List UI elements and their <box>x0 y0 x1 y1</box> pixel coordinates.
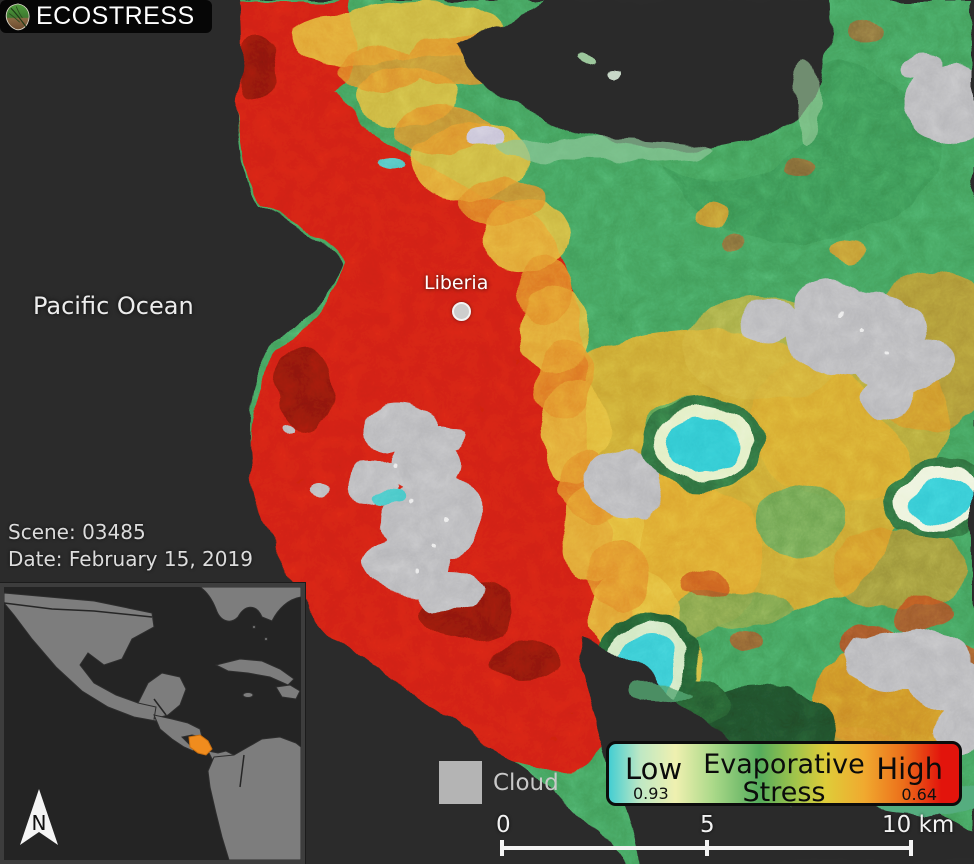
ecostress-leaf-icon <box>5 2 30 30</box>
cloud-legend-swatch <box>439 761 482 804</box>
liberia-city-marker <box>452 302 471 321</box>
ecostress-logo-text: ECOSTRESS <box>36 2 195 30</box>
liberia-city-label: Liberia <box>424 272 489 294</box>
north-arrow: N <box>20 789 58 845</box>
inset-map-drawing: N <box>3 586 302 861</box>
stress-high-value: 0.64 <box>901 785 937 804</box>
scene-id: Scene: 03485 <box>8 520 146 544</box>
scale-bar: 0 5 10 km <box>494 812 969 864</box>
stress-title-line1: Evaporative <box>703 749 865 780</box>
costa-rica-highlight <box>188 734 213 756</box>
scale-tick-0: 0 <box>496 812 511 838</box>
scene-date: Date: February 15, 2019 <box>8 547 253 571</box>
inset-locator-map: N <box>0 582 306 864</box>
bay-water <box>455 0 829 149</box>
scale-tick-5: 5 <box>700 812 715 838</box>
scene-metadata: Scene: 03485 Date: February 15, 2019 <box>8 519 253 573</box>
stress-title-line2: Stress <box>742 777 826 808</box>
stress-legend: Low 0.93 Evaporative Stress High 0.64 <box>606 741 962 808</box>
scale-bar-line <box>500 840 913 856</box>
north-arrow-letter: N <box>32 811 47 835</box>
stress-low-label: Low <box>625 752 683 786</box>
cloud-legend-label: Cloud <box>493 770 559 796</box>
scale-tick-10km: 10 km <box>882 812 955 838</box>
stress-low-value: 0.93 <box>633 784 669 803</box>
stress-high-label: High <box>876 752 943 786</box>
ecostress-banner: ECOSTRESS <box>0 0 212 33</box>
pacific-ocean-label: Pacific Ocean <box>33 292 194 320</box>
